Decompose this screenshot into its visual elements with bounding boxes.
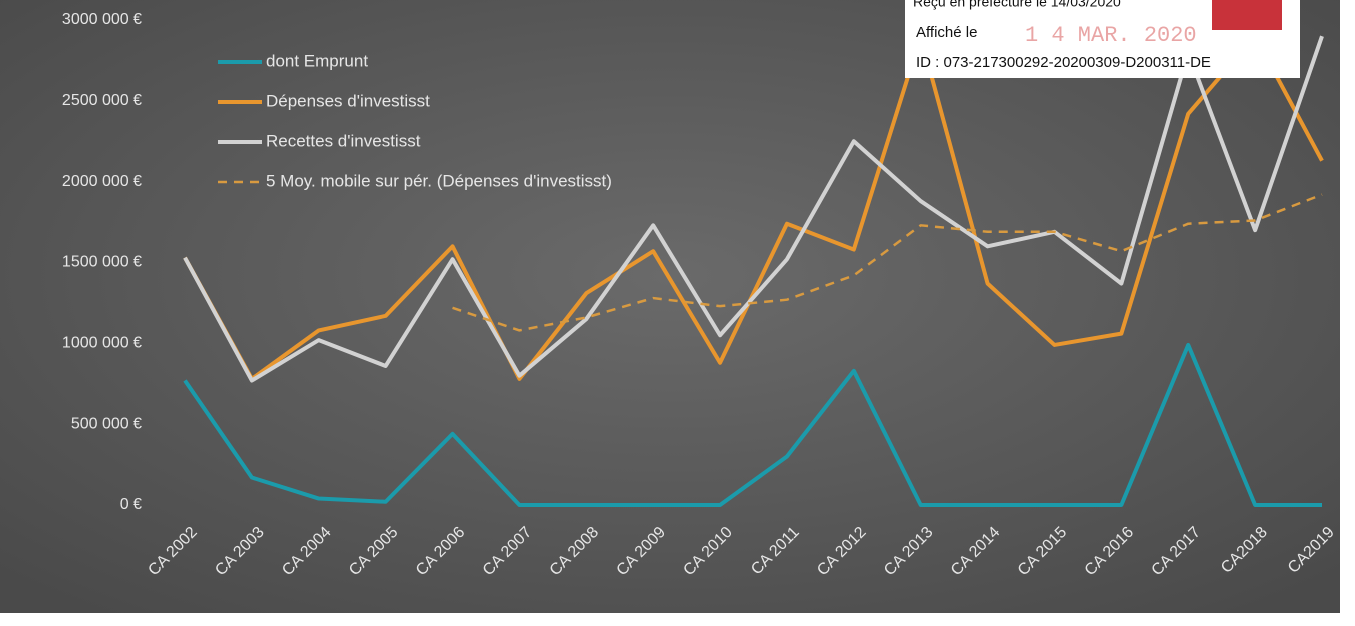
series-line [183,342,1322,507]
series-line [452,193,1323,332]
y-tick-label: 0 € [120,496,142,513]
y-tick-label: 2000 000 € [62,173,142,190]
y-tick-label: 2500 000 € [62,92,142,109]
legend-label: dont Emprunt [266,51,368,70]
y-tick-label: 500 000 € [71,415,142,432]
series-line [183,34,1324,381]
stamp: Reçu en préfecture le 14/03/2020 Affiché… [905,0,1300,78]
series-line [183,35,1324,383]
chart-background [0,0,1340,613]
stamp-text: ID : 073-217300292-20200309-D200311-DE [916,54,1211,71]
y-tick-label: 1500 000 € [62,254,142,271]
legend-label: Recettes d'investisst [266,131,421,150]
y-tick-label: 1000 000 € [62,335,142,352]
stamp-date: 1 4 MAR. 2020 [1025,23,1197,48]
stamp-text: Affiché le [916,24,977,41]
legend-label: Dépenses d'investisst [266,91,430,110]
y-tick-label: 3000 000 € [62,11,142,28]
stamp-text: Reçu en préfecture le 14/03/2020 [913,0,1121,10]
stamp-logo [1212,0,1282,30]
legend-label: 5 Moy. mobile sur pér. (Dépenses d'inves… [266,171,612,190]
